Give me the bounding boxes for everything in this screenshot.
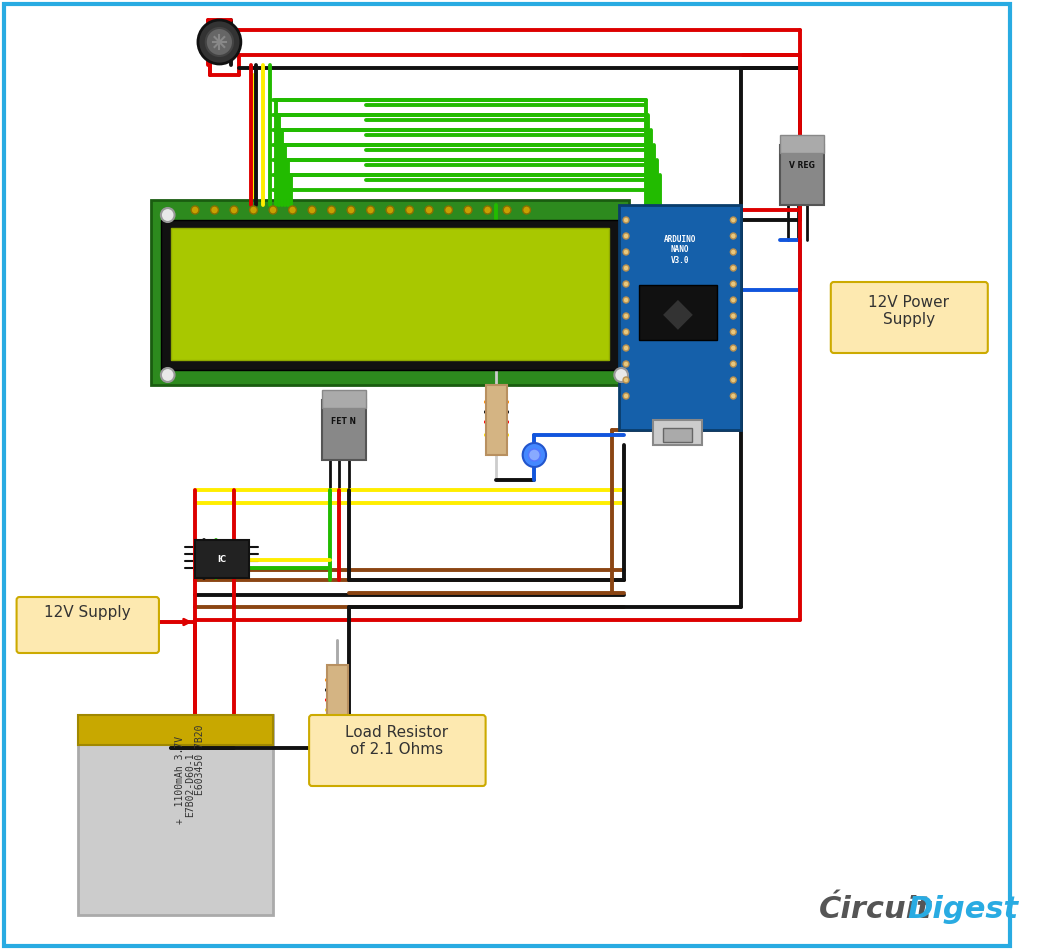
Circle shape: [464, 206, 472, 214]
FancyBboxPatch shape: [309, 715, 486, 786]
Text: E7B02-D60-1: E7B02-D60-1: [185, 752, 196, 817]
Circle shape: [528, 449, 540, 461]
Circle shape: [308, 206, 316, 214]
Bar: [321, 390, 366, 408]
Bar: [780, 145, 824, 205]
Circle shape: [730, 345, 736, 351]
Circle shape: [730, 393, 736, 399]
Bar: [486, 385, 508, 455]
Circle shape: [623, 313, 629, 319]
Circle shape: [328, 206, 336, 214]
Text: Load Resistor
of 2.1 Ohms: Load Resistor of 2.1 Ohms: [345, 725, 448, 757]
Circle shape: [623, 217, 629, 223]
Circle shape: [406, 206, 414, 214]
Circle shape: [730, 281, 736, 287]
FancyBboxPatch shape: [831, 282, 988, 353]
Circle shape: [206, 28, 233, 56]
Circle shape: [730, 329, 736, 335]
Text: +  1100mAh 3.7V: + 1100mAh 3.7V: [176, 736, 185, 824]
Bar: [151, 200, 629, 385]
Circle shape: [269, 206, 277, 214]
Circle shape: [623, 329, 629, 335]
Text: IC: IC: [216, 556, 226, 564]
Circle shape: [503, 206, 511, 214]
Circle shape: [615, 368, 628, 382]
Circle shape: [523, 206, 530, 214]
Circle shape: [425, 206, 433, 214]
Bar: [619, 205, 742, 430]
Bar: [639, 285, 717, 340]
Circle shape: [730, 313, 736, 319]
Circle shape: [161, 208, 175, 222]
Circle shape: [198, 20, 241, 64]
Text: E603450 7B20: E603450 7B20: [194, 725, 205, 795]
Circle shape: [730, 265, 736, 271]
Bar: [78, 715, 274, 915]
Circle shape: [623, 377, 629, 383]
Bar: [664, 428, 693, 442]
Text: Ćircuit: Ćircuit: [820, 896, 932, 924]
Bar: [78, 715, 274, 745]
Circle shape: [730, 377, 736, 383]
Circle shape: [230, 206, 238, 214]
Text: FET N: FET N: [331, 417, 356, 427]
Circle shape: [730, 233, 736, 239]
Circle shape: [289, 206, 296, 214]
Text: Digest: Digest: [907, 896, 1018, 924]
Bar: [327, 665, 348, 720]
Circle shape: [386, 206, 394, 214]
Circle shape: [211, 206, 218, 214]
Bar: [321, 400, 366, 460]
Circle shape: [623, 297, 629, 303]
Text: ARDUINO
NANO
V3.0: ARDUINO NANO V3.0: [664, 235, 696, 265]
Circle shape: [730, 361, 736, 367]
Text: ◆: ◆: [662, 294, 693, 332]
Circle shape: [347, 206, 355, 214]
Circle shape: [484, 206, 492, 214]
Circle shape: [623, 393, 629, 399]
Text: 12V Power
Supply: 12V Power Supply: [868, 295, 950, 328]
Circle shape: [623, 233, 629, 239]
Text: V REG: V REG: [788, 161, 814, 169]
Circle shape: [191, 206, 199, 214]
Bar: [196, 540, 249, 578]
Circle shape: [623, 345, 629, 351]
Circle shape: [161, 368, 175, 382]
Bar: [171, 228, 609, 360]
Circle shape: [367, 206, 374, 214]
Circle shape: [623, 361, 629, 367]
Circle shape: [623, 249, 629, 255]
Circle shape: [730, 249, 736, 255]
Bar: [780, 135, 824, 153]
Circle shape: [623, 281, 629, 287]
Circle shape: [250, 206, 258, 214]
Text: 12V Supply: 12V Supply: [45, 605, 131, 620]
Circle shape: [623, 265, 629, 271]
Circle shape: [730, 297, 736, 303]
FancyBboxPatch shape: [17, 597, 159, 653]
Bar: [161, 220, 619, 370]
Bar: [653, 420, 702, 445]
Circle shape: [523, 443, 546, 467]
Circle shape: [445, 206, 452, 214]
Circle shape: [730, 217, 736, 223]
